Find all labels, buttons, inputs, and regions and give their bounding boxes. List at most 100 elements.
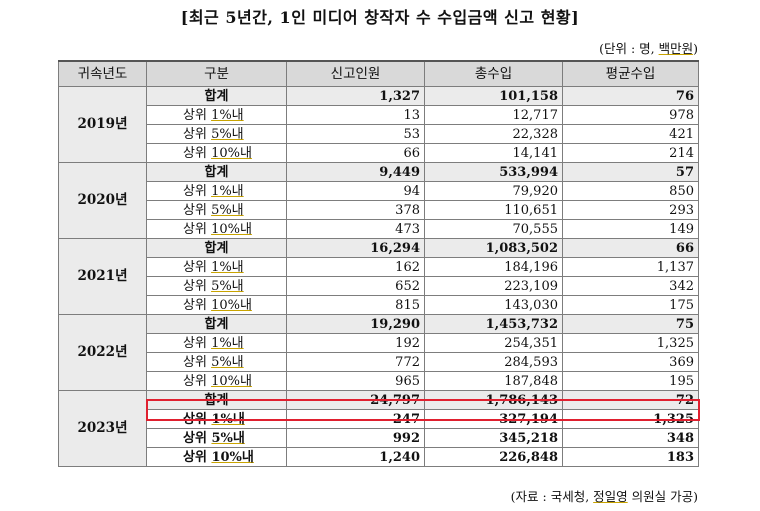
total-income-cell: 1,786,143 [424,390,563,410]
table-row: 상위 1%내 94 79,920 850 [59,181,699,201]
average-income-cell: 214 [562,143,699,163]
category-prefix: 상위 [183,278,212,294]
table-row: 상위 1%내 13 12,717 978 [59,105,699,125]
count-cell: 24,797 [286,390,425,410]
source-suffix: 의원실 가공) [627,489,698,504]
count-cell: 13 [286,105,425,125]
category-prefix: 상위 [183,259,212,275]
total-income-cell: 1,453,732 [424,314,563,334]
unit-underlined: 백만원 [658,41,694,56]
total-income-cell: 187,848 [424,371,563,391]
average-income-cell: 72 [562,390,699,410]
count-cell: 66 [286,143,425,163]
total-income-cell: 14,141 [424,143,563,163]
average-income-cell: 978 [562,105,699,125]
table-row: 상위 10%내 473 70,555 149 [59,219,699,239]
category-percent: 10%내 [211,297,252,313]
count-cell: 378 [286,200,425,220]
category-percent: 5%내 [211,126,244,142]
average-income-cell: 75 [562,314,699,334]
category-sub: 상위 10%내 [146,143,287,163]
category-sub: 상위 1%내 [146,409,287,429]
category-sub: 상위 1%내 [146,105,287,125]
unit-prefix: (단위 : 명, [599,41,659,56]
category-percent: 10%내 [211,145,252,161]
category-sub: 상위 10%내 [146,447,287,467]
category-sub: 상위 5%내 [146,276,287,296]
total-income-cell: 254,351 [424,333,563,353]
year-cell: 2020년 [58,162,147,239]
average-income-cell: 66 [562,238,699,258]
header-category: 구분 [146,60,287,87]
category-sub: 상위 5%내 [146,352,287,372]
table-row: 상위 10%내 815 143,030 175 [59,295,699,315]
category-sub: 상위 1%내 [146,181,287,201]
category-prefix: 상위 [183,126,212,142]
year-cell: 2021년 [58,238,147,315]
category-total: 합계 [146,86,287,106]
category-prefix: 상위 [183,221,212,237]
category-percent: 1%내 [211,335,244,351]
average-income-cell: 76 [562,86,699,106]
average-income-cell: 1,325 [562,409,699,429]
total-income-cell: 223,109 [424,276,563,296]
count-cell: 53 [286,124,425,144]
count-cell: 1,327 [286,86,425,106]
unit-note: (단위 : 명, 백만원) [599,38,698,57]
category-sub: 상위 5%내 [146,428,287,448]
total-income-cell: 70,555 [424,219,563,239]
category-total: 합계 [146,238,287,258]
total-income-cell: 327,194 [424,409,563,429]
total-row: 2020년 합계 9,449 533,994 57 [58,162,699,239]
category-sub: 상위 10%내 [146,219,287,239]
average-income-cell: 1,137 [562,257,699,277]
category-percent: 5%내 [211,354,244,370]
count-cell: 94 [286,181,425,201]
category-percent: 1%내 [211,107,244,123]
category-total: 합계 [146,390,287,410]
category-percent: 5%내 [211,202,244,218]
average-income-cell: 342 [562,276,699,296]
category-prefix: 상위 [183,449,212,465]
average-income-cell: 1,325 [562,333,699,353]
category-percent: 10%내 [211,221,252,237]
header-average-income: 평균수입 [562,60,699,87]
category-sub: 상위 10%내 [146,295,287,315]
table-row: 상위 5%내 772 284,593 369 [59,352,699,372]
category-sub: 상위 5%내 [146,200,287,220]
category-percent: 10%내 [211,373,252,389]
header-year: 귀속년도 [58,60,147,87]
category-prefix: 상위 [183,373,212,389]
total-income-cell: 345,218 [424,428,563,448]
average-income-cell: 850 [562,181,699,201]
count-cell: 815 [286,295,425,315]
table-row: 상위 1%내 162 184,196 1,137 [59,257,699,277]
table-row: 상위 10%내 1,240 226,848 183 [59,447,699,467]
average-income-cell: 183 [562,447,699,467]
table-body: 2019년 합계 1,327 101,158 76 상위 1%내 13 12,717 978 상위… [58,86,699,467]
total-income-cell: 184,196 [424,257,563,277]
average-income-cell: 369 [562,352,699,372]
average-income-cell: 175 [562,295,699,315]
count-cell: 473 [286,219,425,239]
category-prefix: 상위 [183,107,212,123]
category-percent: 10%내 [211,449,254,465]
count-cell: 247 [286,409,425,429]
average-income-cell: 348 [562,428,699,448]
count-cell: 965 [286,371,425,391]
count-cell: 9,449 [286,162,425,182]
total-income-cell: 79,920 [424,181,563,201]
average-income-cell: 149 [562,219,699,239]
category-prefix: 상위 [183,202,212,218]
year-cell: 2022년 [58,314,147,391]
category-sub: 상위 10%내 [146,371,287,391]
category-prefix: 상위 [183,411,212,427]
total-income-cell: 226,848 [424,447,563,467]
total-income-cell: 284,593 [424,352,563,372]
category-sub: 상위 1%내 [146,257,287,277]
average-income-cell: 57 [562,162,699,182]
header-count: 신고인원 [286,60,425,87]
category-percent: 1%내 [211,183,244,199]
count-cell: 16,294 [286,238,425,258]
table-row: 상위 1%내 247 327,194 1,325 [59,409,699,429]
